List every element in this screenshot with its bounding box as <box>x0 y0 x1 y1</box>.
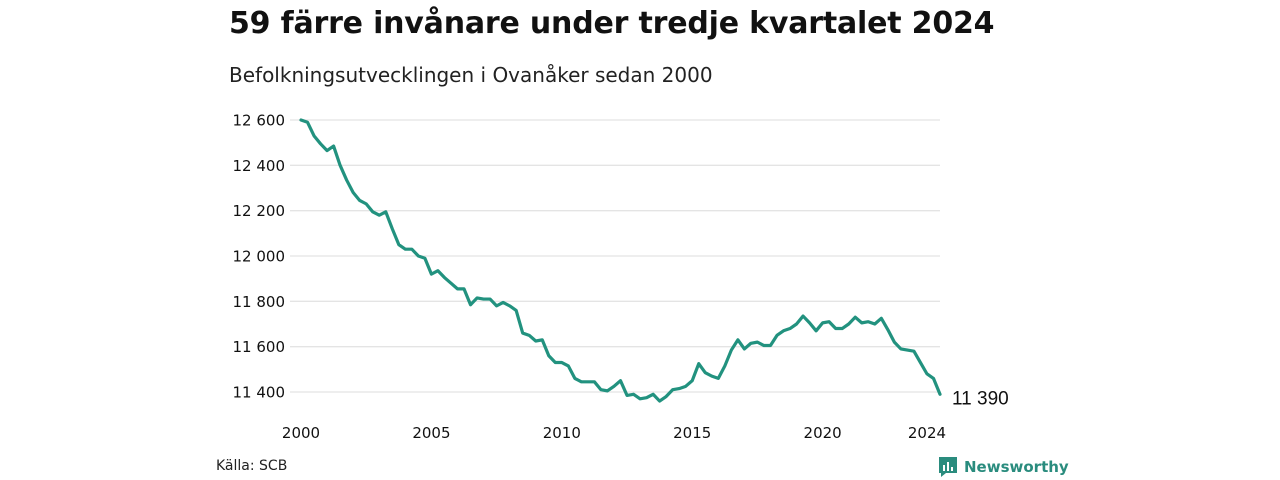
x-tick-label: 2020 <box>804 424 842 442</box>
y-tick-label: 11 800 <box>233 293 286 311</box>
y-tick-label: 12 200 <box>233 202 286 220</box>
y-tick-label: 12 400 <box>233 157 286 175</box>
x-tick-label: 2005 <box>412 424 450 442</box>
source-note: Källa: SCB <box>216 458 288 474</box>
y-axis-ticks: 12 600 12 400 12 200 12 000 11 800 11 600 11 4… <box>233 112 286 402</box>
chart-subtitle: Befolkningsutvecklingen i Ovanåker sedan… <box>229 63 713 87</box>
x-tick-label: 2024 <box>908 424 946 442</box>
y-tick-label: 11 400 <box>233 384 286 402</box>
y-tick-label: 12 600 <box>233 112 286 130</box>
brand-name: Newsworthy <box>964 458 1069 476</box>
x-tick-label: 2010 <box>543 424 581 442</box>
x-axis-ticks: 2000 2005 2010 2015 2020 2024 <box>282 424 946 442</box>
brand-logo: Newsworthy <box>938 456 1069 478</box>
chart-title: 59 färre invånare under tredje kvartalet… <box>229 6 995 41</box>
y-tick-label: 12 000 <box>233 248 286 266</box>
newsworthy-logo-icon <box>939 457 957 477</box>
series-line <box>299 118 942 403</box>
y-tick-label: 11 600 <box>233 338 286 356</box>
end-value-label: 11 390 <box>952 388 1009 409</box>
x-tick-label: 2015 <box>673 424 711 442</box>
x-tick-label: 2000 <box>282 424 320 442</box>
grid-lines <box>290 119 940 393</box>
